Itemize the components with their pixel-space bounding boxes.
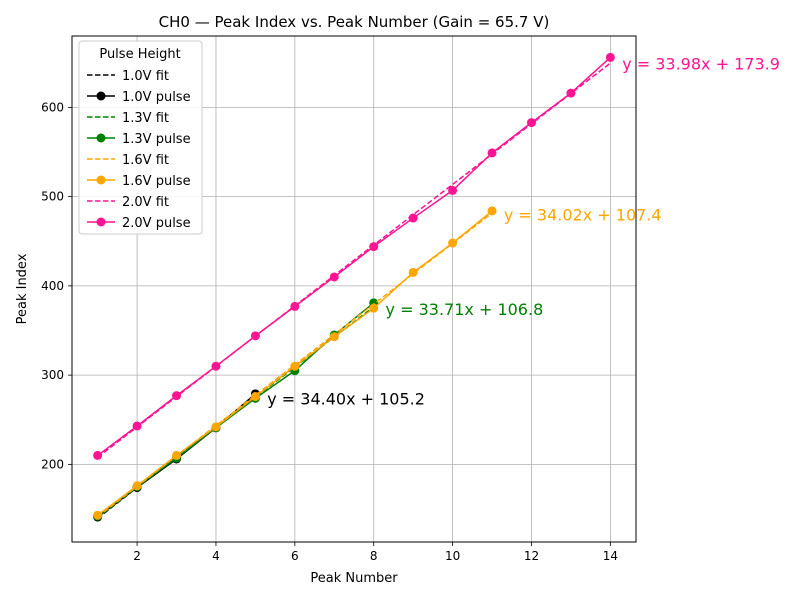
y-axis-label: Peak Index: [15, 253, 30, 324]
x-tick-label: 6: [291, 549, 299, 563]
legend-entry: 1.6V fit: [122, 153, 169, 168]
legend-marker: [96, 91, 106, 101]
fit-equation-label: y = 34.02x + 107.4: [504, 205, 662, 224]
legend-entry: 1.3V pulse: [122, 132, 191, 147]
legend-marker: [96, 217, 106, 227]
series-layer: [93, 52, 615, 522]
data-point: [172, 450, 182, 460]
data-point: [487, 206, 497, 216]
data-point: [448, 238, 458, 248]
data-point: [408, 267, 418, 277]
legend-entry: 1.3V fit: [122, 111, 169, 126]
x-tick-label: 10: [445, 549, 460, 563]
data-point: [93, 450, 103, 460]
data-point: [408, 213, 418, 223]
data-point: [526, 118, 536, 128]
annotations: y = 34.40x + 105.2 y = 33.71x + 106.8 y = …: [267, 55, 780, 409]
ticks: 2 4 6 8 10 12 14 200 300 400 500 600: [41, 100, 618, 563]
pulse-line-7: [97, 56, 611, 457]
x-tick-label: 8: [370, 549, 378, 563]
data-point: [448, 185, 458, 195]
x-tick-label: 14: [603, 549, 618, 563]
data-point: [93, 510, 103, 520]
data-point: [250, 392, 260, 402]
x-axis-label: Peak Number: [310, 571, 398, 586]
legend-marker: [96, 175, 106, 185]
x-tick-label: 4: [212, 549, 220, 563]
legend-entry: 2.0V fit: [122, 195, 169, 210]
y-tick-label: 400: [41, 279, 64, 293]
legend-marker: [96, 133, 106, 143]
x-tick-label: 2: [133, 549, 141, 563]
x-tick-label: 12: [524, 549, 539, 563]
legend-entry: 2.0V pulse: [122, 216, 191, 231]
data-point: [369, 242, 379, 252]
data-point: [211, 361, 221, 371]
data-point: [369, 303, 379, 313]
data-point: [250, 331, 260, 341]
data-point: [172, 391, 182, 401]
fit-equation-label: y = 33.71x + 106.8: [386, 300, 544, 319]
legend: Pulse Height 1.0V fit 1.0V pulse 1.3V fit 1.…: [78, 40, 203, 235]
legend-frame: [78, 40, 203, 235]
legend-entry: 1.6V pulse: [122, 174, 191, 189]
data-point: [329, 332, 339, 342]
y-tick-label: 200: [41, 457, 64, 471]
y-tick-label: 300: [41, 368, 64, 382]
data-point: [290, 301, 300, 311]
legend-entry: 1.0V fit: [122, 69, 169, 84]
data-point: [132, 481, 142, 491]
chart-title: CH0 — Peak Index vs. Peak Number (Gain =…: [159, 13, 550, 31]
y-tick-label: 600: [41, 100, 64, 114]
data-point: [290, 361, 300, 371]
fit-equation-label: y = 33.98x + 173.9: [622, 55, 780, 74]
data-point: [487, 148, 497, 158]
data-point: [605, 52, 615, 62]
data-point: [132, 421, 142, 431]
fit-equation-label: y = 34.40x + 105.2: [267, 389, 425, 408]
data-point: [211, 422, 221, 432]
y-tick-label: 500: [41, 190, 64, 204]
data-point: [329, 272, 339, 282]
legend-entry: 1.0V pulse: [122, 90, 191, 105]
plot-frame: [71, 35, 637, 543]
legend-title: Pulse Height: [99, 47, 180, 62]
data-point: [566, 88, 576, 98]
